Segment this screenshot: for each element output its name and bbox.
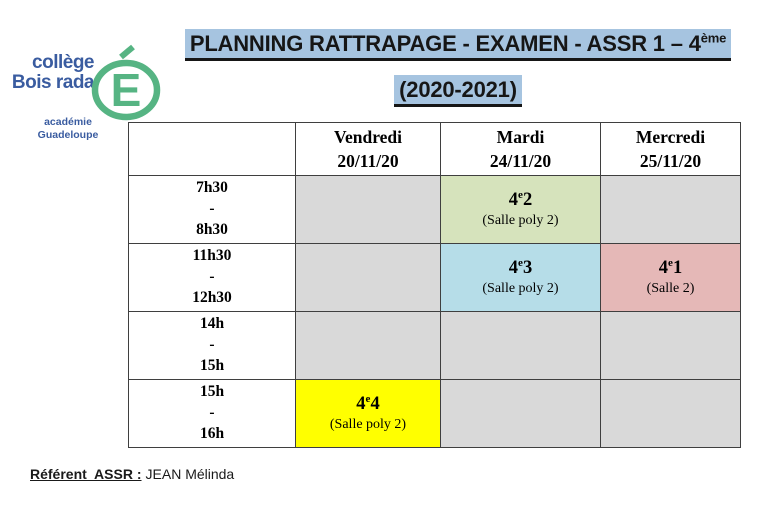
logo-academy-line2: Guadeloupe xyxy=(37,129,99,142)
time-separator: - xyxy=(209,404,215,422)
day-date: 25/11/20 xyxy=(639,151,702,171)
time-separator: - xyxy=(209,268,215,286)
time-slot-cell: 14h - 15h xyxy=(128,311,296,380)
footer: Référent ASSR : JEAN Mélinda xyxy=(30,466,234,482)
time-slot-cell: 11h30 - 12h30 xyxy=(128,243,296,312)
room-label: (Salle poly 2) xyxy=(482,281,559,297)
logo-academy-line1: académie xyxy=(44,116,92,128)
slot-cell-empty xyxy=(600,379,741,448)
class-label: 4e2 xyxy=(508,189,533,211)
logo-academy: académie Guadeloupe xyxy=(20,116,116,142)
table-row: 11h30 - 12h30 4e3 (Salle poly 2) 4e1 (Sa… xyxy=(128,243,741,312)
slot-cell-empty xyxy=(600,311,741,380)
page-title-text: PLANNING RATTRAPAGE - EXAMEN - ASSR 1 – … xyxy=(189,31,701,56)
slot-cell-empty xyxy=(295,175,441,244)
planning-table: Vendredi 20/11/20 Mardi 24/11/20 Mercred… xyxy=(128,122,741,448)
time-slot-cell: 15h - 16h xyxy=(128,379,296,448)
time-end: 16h xyxy=(199,424,225,442)
slot-cell-class: 4e4 (Salle poly 2) xyxy=(295,379,441,448)
title-year: (2020-2021) xyxy=(394,75,522,107)
page-title-block: PLANNING RATTRAPAGE - EXAMEN - ASSR 1 – … xyxy=(158,29,758,121)
page-title: PLANNING RATTRAPAGE - EXAMEN - ASSR 1 – … xyxy=(184,29,732,61)
room-label: (Salle poly 2) xyxy=(482,213,559,229)
time-start: 7h30 xyxy=(196,179,228,197)
time-separator: - xyxy=(209,336,215,354)
day-date: 24/11/20 xyxy=(489,151,552,171)
time-end: 12h30 xyxy=(192,288,232,306)
logo-school-name-line2: Bois rada xyxy=(11,72,95,93)
slot-cell-empty xyxy=(440,379,601,448)
table-row: 14h - 15h xyxy=(128,311,741,380)
time-start: 11h30 xyxy=(192,247,232,265)
day-name: Mercredi xyxy=(635,126,706,147)
time-start: 14h xyxy=(199,315,225,333)
logo-school-name-line1: collège xyxy=(32,52,94,73)
table-row: 15h - 16h 4e4 (Salle poly 2) xyxy=(128,379,741,448)
time-end: 8h30 xyxy=(196,220,228,238)
slot-cell-empty xyxy=(440,311,601,380)
slot-cell-empty xyxy=(295,311,441,380)
header-row: Vendredi 20/11/20 Mardi 24/11/20 Mercred… xyxy=(128,122,741,176)
time-separator: - xyxy=(209,200,215,218)
page-title-superscript: ème xyxy=(700,30,727,46)
referent-name: JEAN Mélinda xyxy=(145,466,235,482)
day-date: 20/11/20 xyxy=(337,151,399,171)
slot-cell-empty xyxy=(295,243,441,312)
slot-cell-class: 4e3 (Salle poly 2) xyxy=(440,243,601,312)
slot-cell-empty xyxy=(600,175,741,244)
table-row: 7h30 - 8h30 4e2 (Salle poly 2) xyxy=(128,175,741,244)
room-label: (Salle poly 2) xyxy=(329,417,407,433)
time-end: 15h xyxy=(199,356,225,374)
blank-corner-cell xyxy=(128,122,296,176)
time-slot-cell: 7h30 - 8h30 xyxy=(128,175,296,244)
class-label: 4e4 xyxy=(356,393,380,415)
slot-cell-class: 4e1 (Salle 2) xyxy=(600,243,741,312)
day-name: Mardi xyxy=(496,126,545,147)
school-logo: collège Bois rada E académie Guadeloupe xyxy=(8,20,161,141)
page-title-line1: PLANNING RATTRAPAGE - EXAMEN - ASSR 1 – … xyxy=(158,29,758,61)
slot-cell-class: 4e2 (Salle poly 2) xyxy=(440,175,601,244)
day-header-mercredi: Mercredi 25/11/20 xyxy=(600,122,741,176)
time-start: 15h xyxy=(199,383,225,401)
room-label: (Salle 2) xyxy=(646,281,695,297)
emblem-letter: E xyxy=(111,64,142,116)
day-name: Vendredi xyxy=(333,126,403,147)
page-title-line2: (2020-2021) xyxy=(158,75,758,107)
day-header-vendredi: Vendredi 20/11/20 xyxy=(295,122,441,176)
referent-label: Référent ASSR : xyxy=(30,466,142,482)
class-label: 4e1 xyxy=(658,257,683,279)
class-label: 4e3 xyxy=(508,257,533,279)
education-nationale-emblem-icon: E xyxy=(90,44,162,127)
day-header-mardi: Mardi 24/11/20 xyxy=(440,122,601,176)
